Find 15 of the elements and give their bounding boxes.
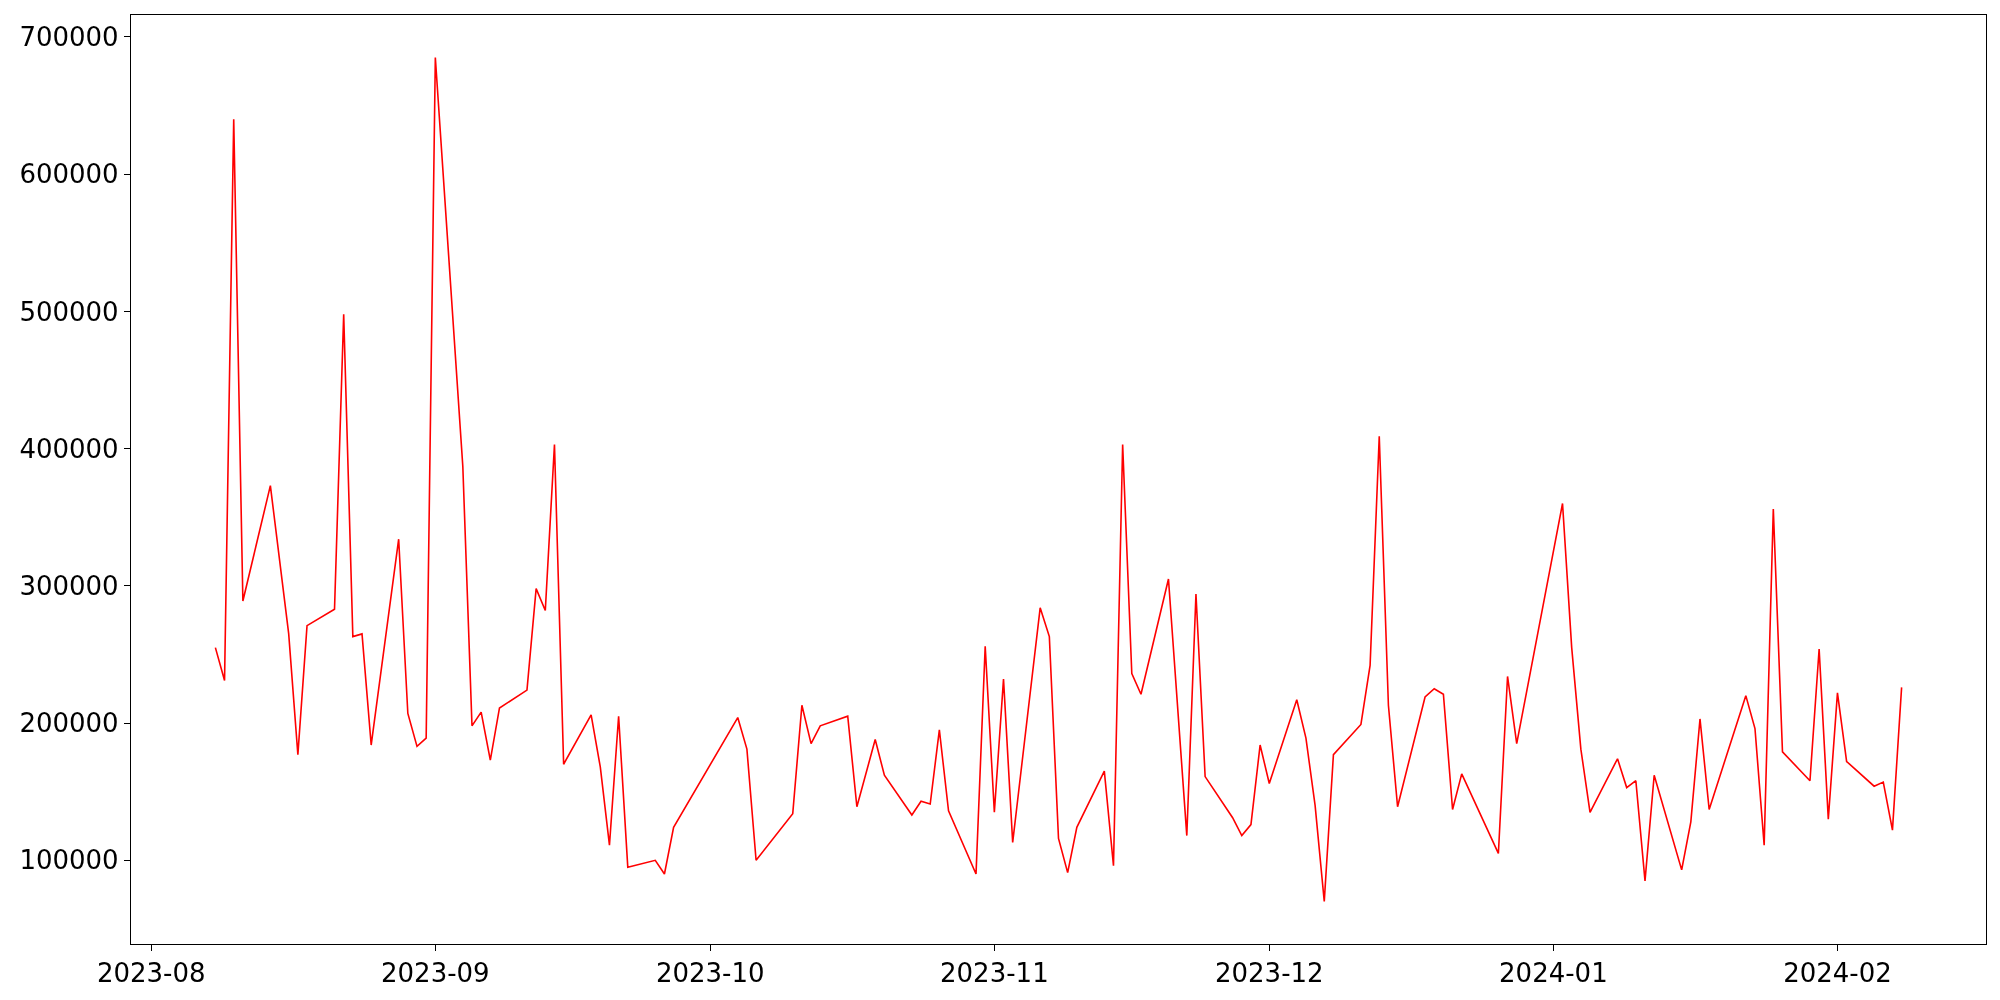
y-tick-label: 600000 bbox=[19, 159, 119, 190]
x-tick-label: 2023-09 bbox=[381, 958, 490, 989]
x-tick-label: 2024-01 bbox=[1499, 958, 1608, 989]
y-tick-label: 300000 bbox=[19, 570, 119, 601]
x-tick-label: 2023-08 bbox=[96, 958, 206, 989]
y-tick-label: 100000 bbox=[19, 845, 119, 876]
y-tick-label: 500000 bbox=[19, 296, 119, 327]
x-tick-label: 2023-12 bbox=[1214, 958, 1324, 989]
line-series bbox=[214, 56, 1903, 903]
x-tick-label: 2024-02 bbox=[1783, 958, 1892, 989]
x-tick-label: 2023-10 bbox=[655, 958, 765, 989]
y-tick-label: 700000 bbox=[19, 22, 119, 53]
y-tick-label: 400000 bbox=[19, 433, 119, 464]
x-tick-label: 2023-11 bbox=[940, 958, 1049, 989]
y-tick-label: 200000 bbox=[19, 708, 119, 739]
